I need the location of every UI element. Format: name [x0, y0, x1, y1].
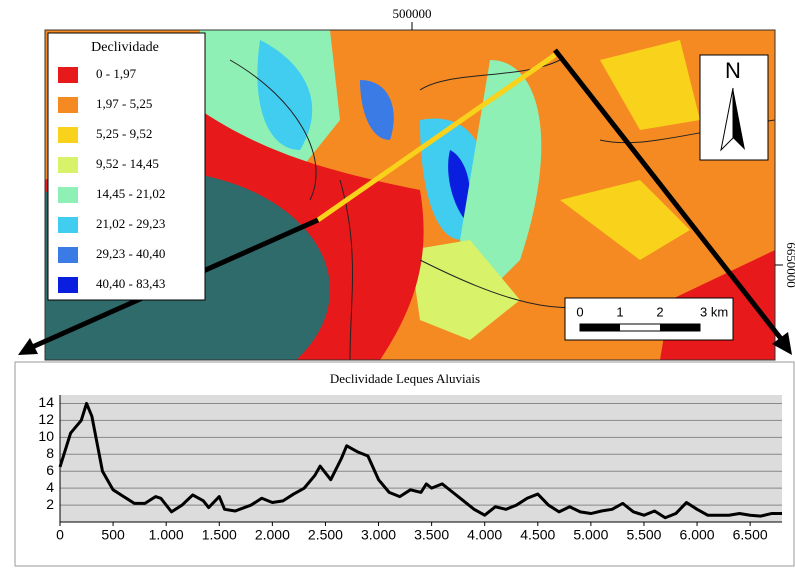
x-tick-label: 2.500: [308, 527, 343, 543]
scale-segment: [580, 324, 620, 331]
x-tick-label: 4.000: [467, 527, 502, 543]
x-tick-label: 1.500: [202, 527, 237, 543]
scale-segment: [660, 324, 700, 331]
y-tick-label: 10: [38, 428, 54, 444]
page: {"map": {"top_coordinate": "500000", "ri…: [0, 0, 795, 567]
chart-title: Declividade Leques Aluviais: [330, 371, 480, 386]
x-tick-label: 2.000: [255, 527, 290, 543]
north-arrow: N: [700, 55, 768, 160]
legend-label: 29,23 - 40,40: [96, 246, 165, 261]
legend-swatch: [58, 127, 78, 143]
scale-label: 2: [656, 304, 663, 319]
legend-title: Declividade: [91, 40, 159, 55]
x-tick-label: 0: [56, 527, 64, 543]
x-tick-label: 5.500: [626, 527, 661, 543]
right-coordinate: 6650000: [784, 242, 795, 288]
legend-label: 21,02 - 29,23: [96, 216, 165, 231]
legend-label: 0 - 1,97: [96, 66, 137, 81]
y-tick-label: 8: [46, 445, 54, 461]
x-tick-label: 6.000: [680, 527, 715, 543]
scale-label: 3 km: [700, 304, 728, 319]
north-label: N: [725, 58, 741, 83]
y-tick-label: 12: [38, 411, 54, 427]
x-tick-label: 1.000: [149, 527, 184, 543]
legend: Declividade 0 - 1,97 1,97 - 5,25 5,25 - 9,…: [48, 33, 205, 300]
scale-label: 0: [576, 304, 583, 319]
x-tick-label: 5.000: [573, 527, 608, 543]
scale-label: 1: [616, 304, 623, 319]
x-tick-label: 3.000: [361, 527, 396, 543]
y-tick-label: 2: [46, 496, 54, 512]
x-tick-label: 3.500: [414, 527, 449, 543]
legend-label: 5,25 - 9,52: [96, 126, 152, 141]
legend-label: 1,97 - 5,25: [96, 96, 152, 111]
legend-swatch: [58, 187, 78, 203]
x-tick-label: 4.500: [520, 527, 555, 543]
y-tick-label: 4: [46, 479, 54, 495]
legend-swatch: [58, 217, 78, 233]
legend-swatch: [58, 157, 78, 173]
legend-swatch: [58, 67, 78, 83]
legend-swatch: [58, 277, 78, 293]
scale-bar: 0 1 2 3 km: [565, 298, 733, 340]
x-tick-label: 6.500: [733, 527, 768, 543]
legend-label: 14,45 - 21,02: [96, 186, 165, 201]
legend-label: 40,40 - 83,43: [96, 276, 165, 291]
top-coordinate: 500000: [393, 6, 432, 21]
y-tick-label: 14: [38, 394, 54, 410]
x-tick-label: 500: [101, 527, 125, 543]
y-tick-label: 6: [46, 462, 54, 478]
legend-label: 9,52 - 14,45: [96, 156, 159, 171]
plot-area: [60, 395, 782, 522]
legend-swatch: [58, 247, 78, 263]
legend-swatch: [58, 97, 78, 113]
figure: 500000 6650000 Declividade 0 - 1,97 1,97 …: [0, 0, 795, 567]
